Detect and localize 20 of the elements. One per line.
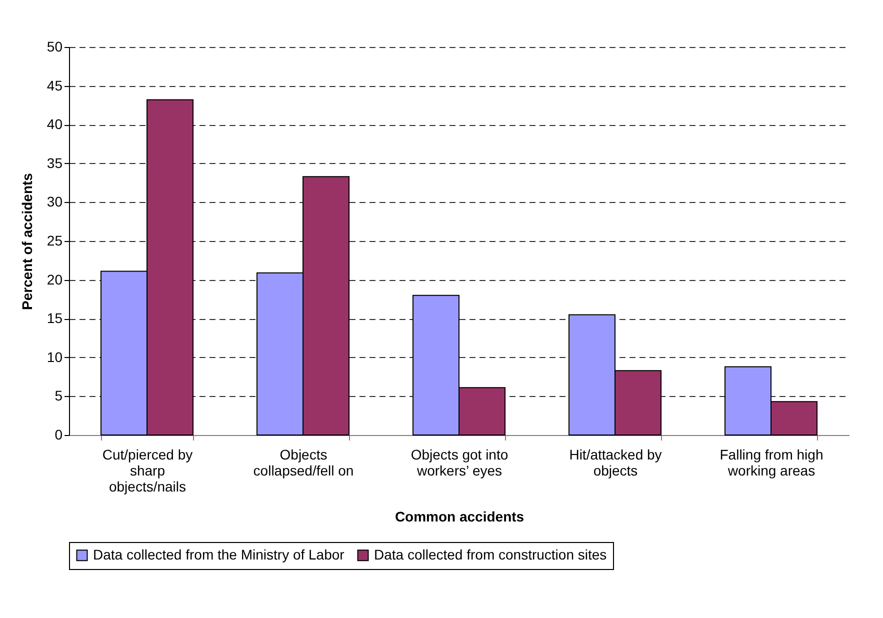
x-tick-label: Cut/pierced by sharp objects/nails: [102, 446, 193, 494]
y-tick-label: 10: [46, 348, 63, 365]
y-tick-label: 15: [46, 310, 63, 326]
legend-label: Data collected from construction sites: [374, 546, 607, 562]
legend-label: Data collected from the Ministry of Labor: [93, 546, 345, 562]
x-tick-label: Hit/attacked by objects: [569, 446, 662, 478]
y-axis-title: Percent of accidents: [18, 172, 35, 310]
y-tick-label: 30: [46, 194, 63, 210]
x-tick-label: Objects got into workers’ eyes: [410, 446, 508, 478]
y-tick-label: 20: [46, 271, 63, 288]
x-tick-label: Objects collapsed/fell on: [253, 446, 354, 478]
y-tick-label: 5: [54, 388, 63, 404]
y-tick-label: 25: [46, 232, 63, 248]
y-tick-label: 40: [46, 116, 63, 132]
x-axis-title: Common accidents: [394, 508, 524, 524]
x-tick-label: Falling from high working areas: [720, 446, 824, 478]
y-tick-label: 50: [46, 38, 63, 54]
y-tick-label: 0: [54, 426, 63, 442]
y-tick-label: 45: [46, 77, 63, 94]
y-tick-label: 35: [46, 154, 63, 171]
